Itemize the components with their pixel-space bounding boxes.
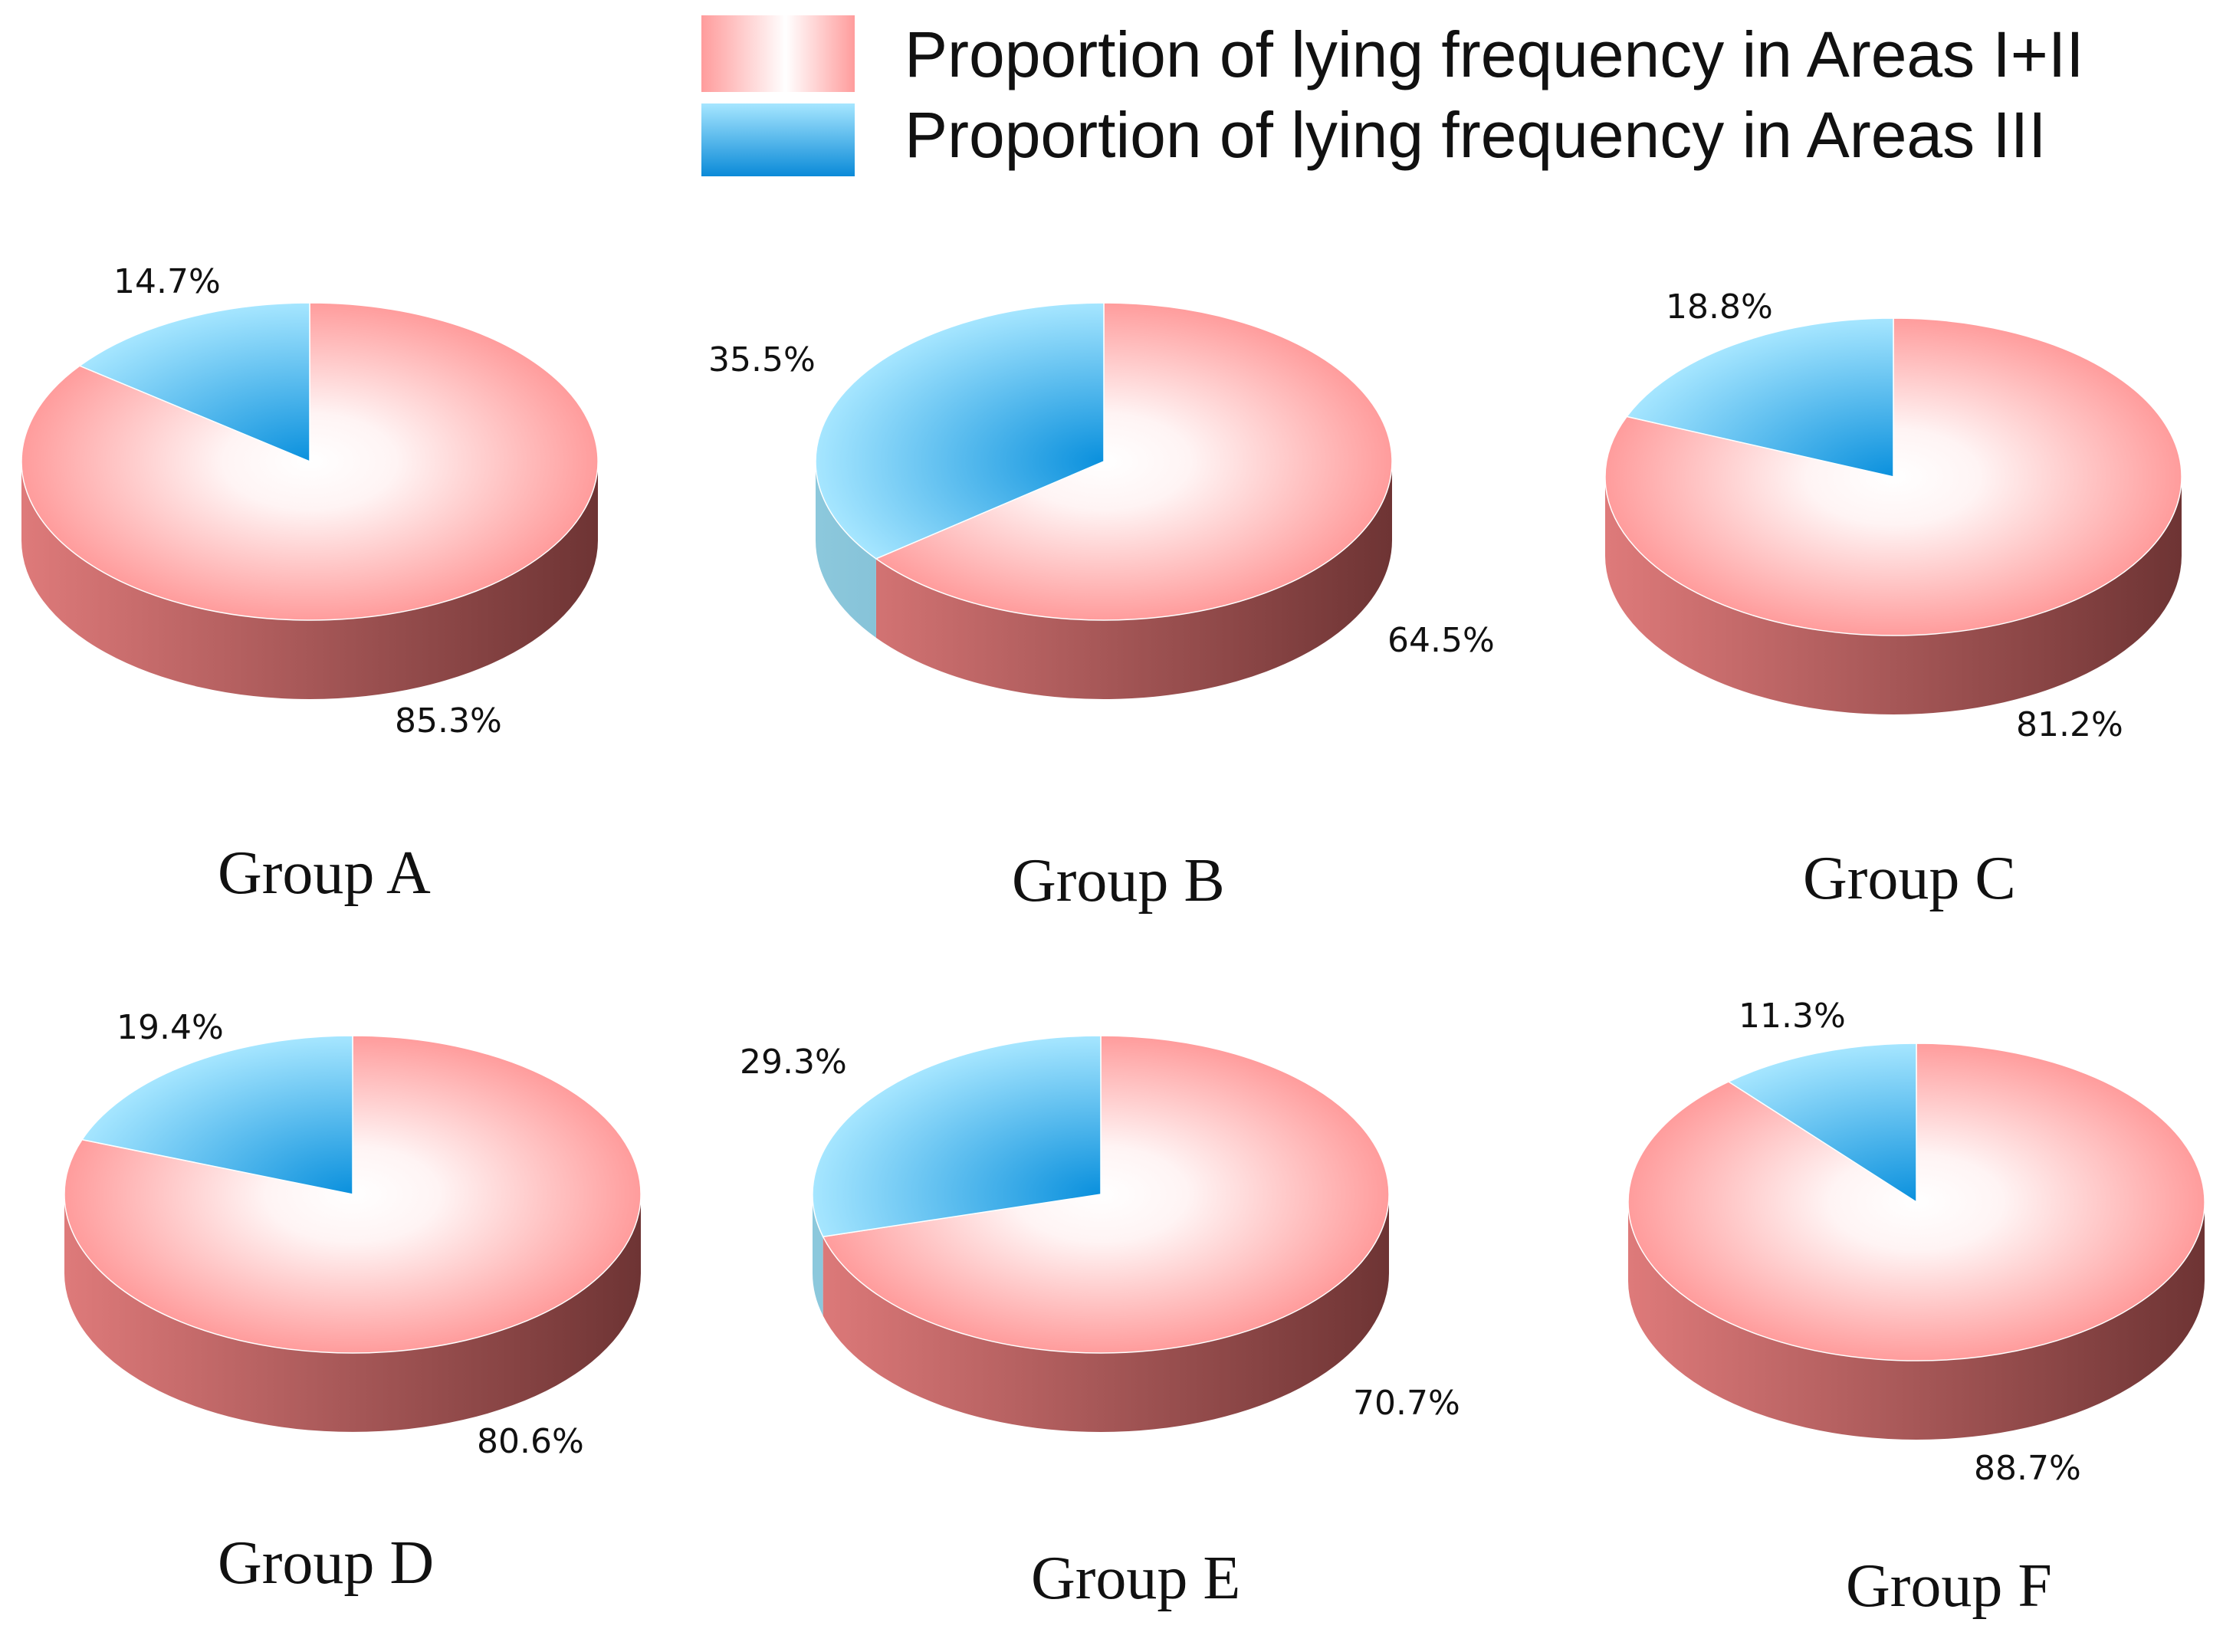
group-title-b: Group B xyxy=(1012,847,1225,915)
pie-side-group-e-areas-3 xyxy=(813,1194,823,1316)
pie-group-d xyxy=(64,1035,642,1432)
pie-slice-group-b-areas-12 xyxy=(875,302,1393,621)
pie-side-group-b-areas-3 xyxy=(816,461,876,638)
group-title-c: Group C xyxy=(1803,845,2016,912)
group-title-d: Group D xyxy=(218,1529,434,1597)
value-label-group-e-areas-1-2: 70.7% xyxy=(1353,1384,1460,1423)
pie-slice-group-c-areas-12 xyxy=(1604,317,2182,636)
value-label-group-a-areas-3: 14.7% xyxy=(113,262,221,301)
value-label-group-b-areas-1-2: 64.5% xyxy=(1387,621,1495,660)
value-label-group-a-areas-1-2: 85.3% xyxy=(395,701,502,741)
group-title-a: Group A xyxy=(218,839,431,907)
legend-swatch-areas-3 xyxy=(701,103,855,176)
value-label-group-c-areas-3: 18.8% xyxy=(1666,287,1773,327)
pie-slice-group-b-areas-3 xyxy=(815,302,1105,560)
value-label-group-b-areas-3: 35.5% xyxy=(708,340,816,379)
pie-side-group-e-areas-12 xyxy=(823,1194,1389,1433)
pie-group-b xyxy=(815,302,1393,699)
pie-side-group-a-areas-12 xyxy=(21,461,598,699)
value-label-group-d-areas-1-2: 80.6% xyxy=(477,1422,584,1461)
value-label-group-c-areas-1-2: 81.2% xyxy=(2016,705,2123,744)
pie-group-e xyxy=(812,1035,1390,1433)
pie-slice-group-f-areas-3 xyxy=(1727,1043,1917,1204)
group-title-f: Group F xyxy=(1846,1552,2052,1620)
pie-side-group-b-areas-12 xyxy=(875,461,1392,699)
value-label-group-e-areas-3: 29.3% xyxy=(740,1043,847,1082)
pie-slice-group-e-areas-12 xyxy=(822,1035,1390,1354)
legend: Proportion of lying frequency in Areas I… xyxy=(701,15,2084,176)
pie-slice-group-e-areas-3 xyxy=(812,1035,1102,1238)
group-title-e: Group E xyxy=(1031,1545,1240,1612)
value-label-group-d-areas-3: 19.4% xyxy=(117,1008,224,1047)
legend-label-areas-3: Proportion of lying frequency in Areas I… xyxy=(905,99,2046,171)
pie-slice-group-a-areas-3 xyxy=(78,302,310,463)
pie-group-f xyxy=(1627,1043,2205,1440)
legend-label-areas-1-2: Proportion of lying frequency in Areas I… xyxy=(905,18,2084,90)
pie-side-group-d-areas-12 xyxy=(64,1194,641,1432)
pie-slice-group-d-areas-3 xyxy=(80,1035,353,1195)
legend-swatch-areas-1-2 xyxy=(701,15,855,92)
pie-side-group-c-areas-12 xyxy=(1605,477,2182,714)
pie-slice-group-c-areas-3 xyxy=(1625,317,1894,478)
pie-side-group-f-areas-12 xyxy=(1628,1202,2205,1440)
value-label-group-f-areas-3: 11.3% xyxy=(1739,997,1846,1036)
pie-group-c xyxy=(1604,317,2182,714)
pie-group-a xyxy=(21,302,599,699)
value-label-group-f-areas-1-2: 88.7% xyxy=(1974,1449,2081,1488)
